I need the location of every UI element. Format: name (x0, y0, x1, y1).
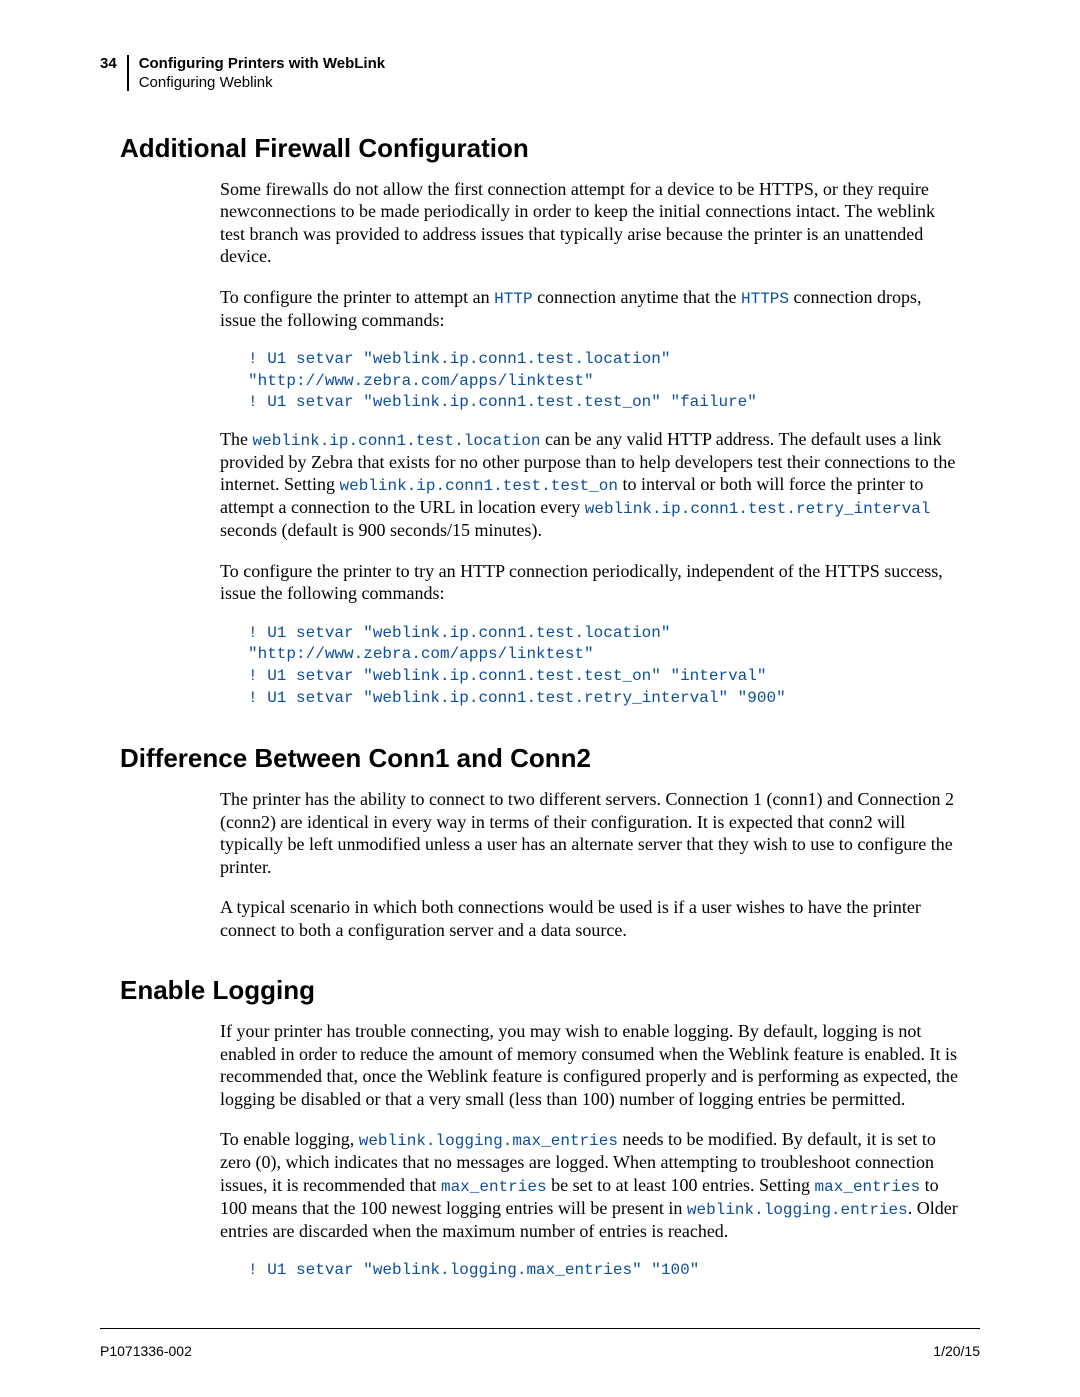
inline-code: max_entries (441, 1178, 547, 1196)
text: seconds (default is 900 seconds/15 minut… (220, 520, 542, 540)
inline-code: HTTP (494, 290, 532, 308)
inline-code: weblink.ip.conn1.test.test_on (339, 477, 617, 495)
code-block: ! U1 setvar "weblink.ip.conn1.test.locat… (248, 623, 960, 709)
header-title: Configuring Printers with WebLink (139, 55, 385, 72)
header-subtitle: Configuring Weblink (139, 74, 273, 91)
inline-code: weblink.logging.max_entries (359, 1132, 618, 1150)
para: Some firewalls do not allow the first co… (220, 178, 960, 268)
text: To enable logging, (220, 1129, 359, 1149)
inline-code: max_entries (815, 1178, 921, 1196)
para: If your printer has trouble connecting, … (220, 1020, 960, 1110)
para: To enable logging, weblink.logging.max_e… (220, 1128, 960, 1242)
footer-left: P1071336-002 (100, 1343, 192, 1359)
inline-code: weblink.ip.conn1.test.location (252, 432, 540, 450)
para: To configure the printer to try an HTTP … (220, 560, 960, 605)
document-page: 34 Configuring Printers with WebLink Con… (0, 0, 1080, 1397)
heading-logging: Enable Logging (120, 975, 980, 1006)
heading-firewall: Additional Firewall Configuration (120, 133, 980, 164)
footer-right: 1/20/15 (933, 1343, 980, 1359)
footer-rule (100, 1328, 980, 1329)
inline-code: weblink.ip.conn1.test.retry_interval (585, 500, 931, 518)
header-divider (127, 55, 129, 91)
para: To configure the printer to attempt an H… (220, 286, 960, 332)
para: The printer has the ability to connect t… (220, 788, 960, 878)
code-block: ! U1 setvar "weblink.logging.max_entries… (248, 1260, 960, 1282)
page-footer: P1071336-002 1/20/15 (100, 1343, 980, 1359)
heading-conn: Difference Between Conn1 and Conn2 (120, 743, 980, 774)
para: The weblink.ip.conn1.test.location can b… (220, 428, 960, 542)
section-logging-body: If your printer has trouble connecting, … (220, 1020, 960, 1282)
para: A typical scenario in which both connect… (220, 896, 960, 941)
page-header: 34 Configuring Printers with WebLink Con… (100, 55, 980, 93)
inline-code: HTTPS (741, 290, 789, 308)
text: The (220, 429, 252, 449)
text: connection anytime that the (533, 287, 741, 307)
section-conn-body: The printer has the ability to connect t… (220, 788, 960, 941)
code-block: ! U1 setvar "weblink.ip.conn1.test.locat… (248, 349, 960, 414)
header-titles: Configuring Printers with WebLink Config… (139, 55, 385, 93)
text: be set to at least 100 entries. Setting (547, 1175, 815, 1195)
section-firewall-body: Some firewalls do not allow the first co… (220, 178, 960, 710)
text: To configure the printer to attempt an (220, 287, 494, 307)
page-number: 34 (100, 55, 127, 74)
inline-code: weblink.logging.entries (687, 1201, 908, 1219)
